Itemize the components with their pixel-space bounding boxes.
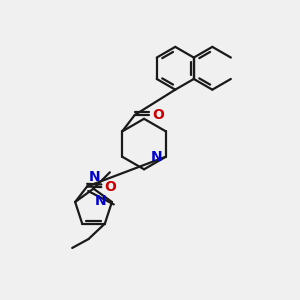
Text: N: N [151, 150, 162, 164]
Text: O: O [152, 108, 164, 122]
Text: N: N [89, 169, 101, 184]
Text: O: O [104, 180, 116, 194]
Text: N: N [95, 194, 107, 208]
